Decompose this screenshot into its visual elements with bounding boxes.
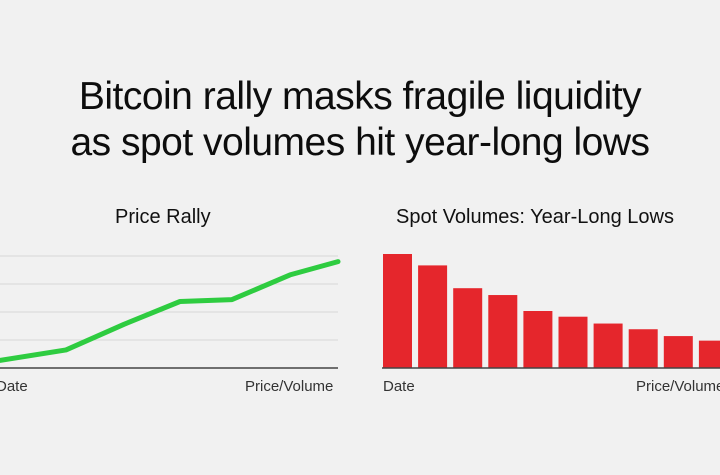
volume-bar-5	[523, 311, 553, 368]
volume-bar-10	[698, 340, 720, 368]
volume-bar-8	[628, 329, 658, 368]
volume-bar-9	[663, 336, 693, 368]
price-chart-y-axis-label: Price/Volume	[245, 378, 334, 395]
volume-chart-y-axis-label: Price/Volume	[636, 378, 720, 395]
volume-chart-x-axis-label: Date	[383, 378, 415, 395]
price-chart-title: Price Rally	[115, 206, 211, 228]
headline-line-2: as spot volumes hit year-long lows	[70, 121, 650, 164]
headline-line-1: Bitcoin rally masks fragile liquidity	[78, 75, 642, 118]
volume-bar-4	[488, 295, 518, 368]
volume-bar-chart	[382, 254, 720, 369]
volume-bar-6	[558, 316, 588, 368]
volume-bar-7	[593, 323, 623, 368]
price-chart-x-axis-label: Date	[0, 378, 28, 395]
volume-bar-1	[383, 254, 412, 368]
price-line-chart	[0, 255, 341, 369]
volume-bar-2	[418, 265, 448, 368]
volume-bar-3	[453, 288, 483, 368]
headline: Bitcoin rally masks fragile liquidity as…	[0, 74, 720, 166]
price-series-line	[0, 259, 341, 363]
volume-chart-title: Spot Volumes: Year-Long Lows	[396, 206, 674, 228]
